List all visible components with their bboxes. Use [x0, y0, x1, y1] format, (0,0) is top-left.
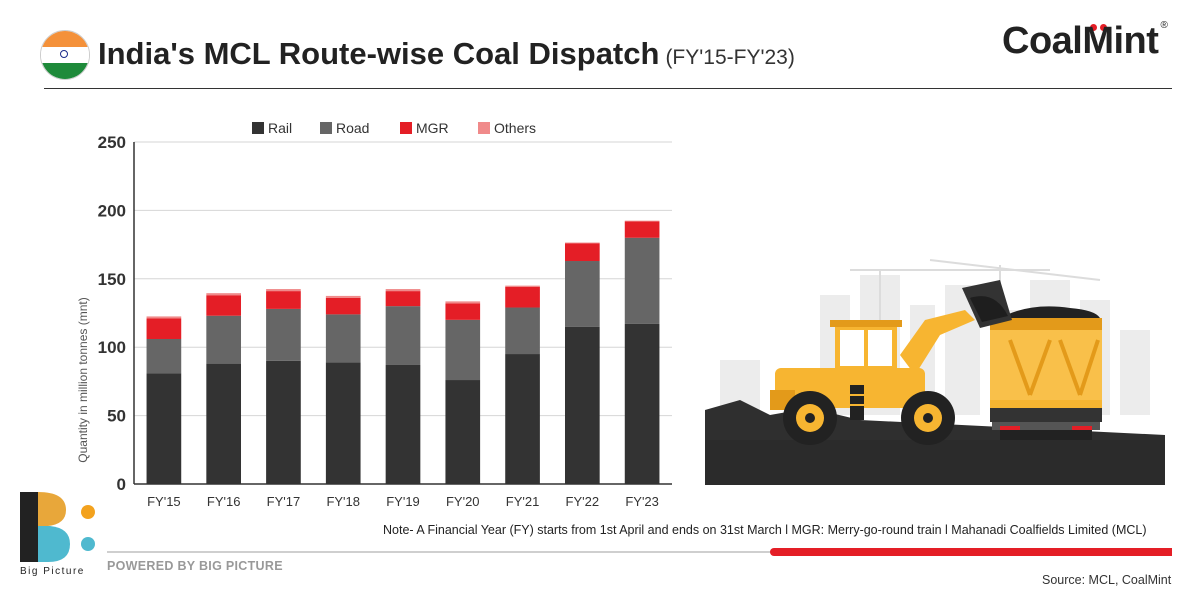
brand-name: CoalMint	[1002, 20, 1159, 62]
legend-swatch	[320, 122, 332, 134]
bar-road-8	[624, 237, 660, 324]
page-title: India's MCL Route-wise Coal Dispatch (FY'…	[98, 36, 795, 72]
x-tick-label: FY'15	[147, 494, 181, 509]
y-tick-label: 250	[98, 133, 126, 152]
y-axis-label: Quantity in million tonnes (mnt)	[76, 297, 90, 462]
source-text: Source: MCL, CoalMint	[1042, 573, 1172, 587]
chart-note: Note- A Financial Year (FY) starts from …	[383, 523, 1147, 537]
brand-dots-icon	[1090, 18, 1110, 36]
y-tick-label: 0	[117, 475, 126, 494]
bar-mgr-2	[266, 291, 301, 309]
bar-road-6	[505, 307, 540, 355]
bar-others-5	[445, 301, 481, 304]
page-subtitle: (FY'15-FY'23)	[665, 46, 795, 69]
x-tick-label: FY'16	[207, 494, 241, 509]
legend-swatch	[478, 122, 490, 134]
bar-mgr-3	[325, 297, 361, 315]
bar-rail-3	[325, 362, 361, 484]
brand-logo: CoalMint ®	[1002, 20, 1168, 63]
bar-rail-6	[505, 354, 540, 484]
bar-road-2	[266, 308, 301, 361]
bar-others-6	[505, 285, 540, 288]
footer-divider	[107, 551, 1172, 553]
big-picture-logo-name: Big Picture	[20, 566, 85, 577]
bar-road-5	[445, 319, 481, 381]
legend-item-mgr: MGR	[400, 120, 449, 136]
x-tick-label: FY'17	[267, 494, 301, 509]
legend-label: Others	[494, 120, 536, 136]
powered-by-text: POWERED BY BIG PICTURE	[107, 559, 283, 573]
y-tick-label: 200	[98, 201, 126, 220]
bar-rail-7	[564, 326, 600, 484]
x-tick-label: FY'20	[446, 494, 480, 509]
legend-item-others: Others	[478, 120, 536, 136]
bar-rail-4	[385, 364, 421, 484]
bar-road-7	[564, 261, 600, 327]
bar-others-2	[266, 289, 301, 292]
big-picture-logo-icon	[20, 492, 95, 562]
x-tick-label: FY'22	[566, 494, 600, 509]
bar-rail-8	[624, 323, 660, 484]
bar-mgr-8	[624, 221, 660, 238]
y-tick-label: 50	[107, 407, 126, 426]
legend-label: Road	[336, 120, 369, 136]
bar-road-3	[325, 314, 361, 363]
bar-road-4	[385, 306, 421, 365]
bar-road-0	[146, 338, 182, 374]
y-axis: 0 50 100 150 200 250	[98, 133, 135, 494]
bar-others-3	[325, 295, 361, 298]
bar-others-0	[146, 316, 182, 319]
bar-mgr-5	[445, 303, 481, 320]
legend-swatch	[400, 122, 412, 134]
x-tick-label: FY'18	[326, 494, 360, 509]
x-tick-label: FY'21	[506, 494, 540, 509]
bar-rail-5	[445, 380, 481, 484]
legend-label: MGR	[416, 120, 449, 136]
x-tick-label: FY'19	[386, 494, 420, 509]
bar-mgr-7	[564, 243, 600, 262]
bar-rail-0	[146, 373, 182, 484]
india-flag-icon	[40, 30, 90, 80]
bar-mgr-4	[385, 291, 421, 307]
chart-legend: Rail Road MGR Others	[252, 120, 536, 136]
bar-mgr-1	[206, 295, 242, 316]
title-text: India's MCL Route-wise Coal Dispatch	[98, 36, 660, 71]
bar-others-7	[564, 242, 600, 244]
bar-rail-1	[206, 363, 242, 484]
bar-rail-2	[266, 360, 301, 484]
footer-accent-bar	[770, 548, 1172, 556]
x-tick-label: FY'23	[625, 494, 659, 509]
legend-label: Rail	[268, 120, 292, 136]
bar-others-4	[385, 289, 421, 292]
chart-bars	[146, 220, 660, 484]
legend-item-road: Road	[320, 120, 369, 136]
bar-mgr-6	[505, 287, 540, 308]
y-tick-label: 100	[98, 338, 126, 357]
y-tick-label: 150	[98, 270, 126, 289]
legend-item-rail: Rail	[252, 120, 292, 136]
bar-others-1	[206, 293, 242, 296]
x-axis: FY'15 FY'16 FY'17 FY'18 FY'19 FY'20 FY'21 FY'22…	[134, 483, 672, 509]
brand-reg: ®	[1160, 20, 1168, 31]
bar-road-1	[206, 315, 242, 364]
legend-swatch	[252, 122, 264, 134]
bar-mgr-0	[146, 318, 182, 339]
header-divider	[44, 88, 1172, 89]
loader-and-dump-truck-illustration	[705, 259, 1165, 485]
bar-others-8	[624, 220, 660, 222]
